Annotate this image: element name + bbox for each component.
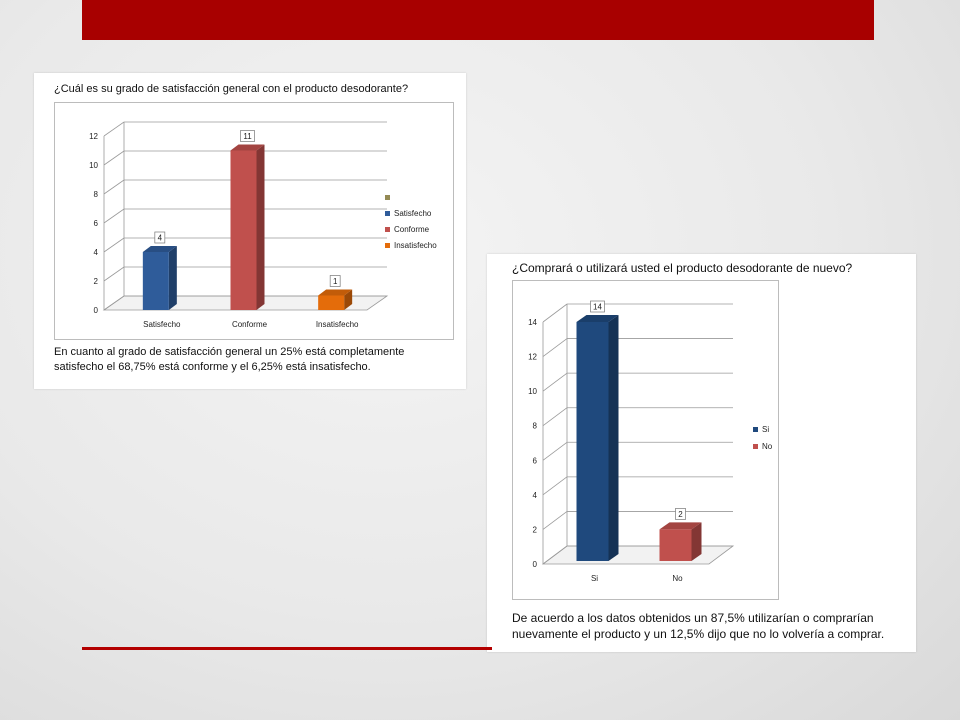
x-tick-label: Satisfecho — [143, 320, 181, 329]
bar-front — [142, 252, 169, 310]
satisfaction-chart: 0 2 4 6 8 10 12 4 Satisfecho 11 Conforme 1 Insatisfe… — [89, 121, 437, 329]
data-label-box — [240, 130, 255, 142]
x-tick-label: Si — [591, 574, 598, 583]
gridline-side — [542, 476, 568, 496]
x-tick-label: Conforme — [232, 320, 268, 329]
y-tick-label: 4 — [94, 248, 99, 257]
y-tick-label: 8 — [533, 422, 538, 431]
y-tick-label: 0 — [94, 306, 99, 315]
data-label: 1 — [333, 277, 338, 286]
data-label-box — [590, 300, 605, 313]
bar-top — [318, 289, 353, 296]
y-tick-label: 2 — [533, 525, 538, 534]
bar-front — [230, 150, 257, 310]
bar-no — [659, 522, 702, 561]
y-tick-label: 0 — [533, 560, 538, 569]
chart2-frame: 0 2 4 6 8 10 12 14 14 Si 2 No Si No — [512, 280, 779, 600]
chart1-caption: En cuanto al grado de satisfacción gener… — [54, 346, 405, 373]
footer-accent-line — [82, 647, 492, 650]
bar-front — [659, 529, 692, 561]
gridline-side — [542, 511, 568, 530]
legend-swatch — [385, 243, 390, 248]
y-tick-label: 4 — [533, 491, 538, 500]
legend-swatch — [385, 227, 390, 232]
data-label: 4 — [158, 234, 163, 243]
gridline-side — [103, 208, 125, 224]
gridline-side — [103, 237, 125, 253]
y-tick-label: 12 — [528, 353, 537, 362]
legend-label: Conforme — [394, 225, 430, 234]
legend-swatch — [753, 444, 758, 449]
legend-label: Satisfecho — [394, 209, 432, 218]
bar-front — [318, 295, 345, 310]
legend-label: Si — [762, 425, 769, 434]
gridline-side — [542, 303, 568, 323]
chart1-question: ¿Cuál es su grado de satisfacción genera… — [54, 83, 409, 95]
bar-si — [576, 315, 619, 561]
gridline-side — [103, 150, 125, 166]
legend-swatch — [385, 195, 390, 200]
chart1-frame: 0 2 4 6 8 10 12 4 Satisfecho 11 Conforme 1 Insatisfe… — [54, 102, 454, 340]
data-label: 2 — [678, 510, 683, 519]
bar-side — [608, 315, 619, 561]
bar-side — [168, 246, 177, 310]
repurchase-panel: ¿Comprará o utilizará usted el producto … — [487, 254, 916, 652]
bar-top — [659, 522, 702, 530]
y-tick-label: 8 — [94, 190, 99, 199]
gridline-side — [542, 372, 568, 392]
bar-conforme — [230, 144, 265, 310]
y-tick-label: 10 — [528, 387, 537, 396]
data-label-box — [675, 508, 686, 520]
x-tick-label: Insatisfecho — [316, 320, 359, 329]
y-tick-label: 6 — [94, 219, 99, 228]
bar-top — [230, 144, 265, 151]
satisfaction-panel: ¿Cuál es su grado de satisfacción genera… — [34, 73, 466, 389]
bar-insatisfecho — [318, 289, 353, 310]
bar-side — [691, 522, 702, 561]
chart-floor — [541, 545, 735, 565]
gridline-side — [103, 179, 125, 195]
bar-top — [576, 315, 619, 322]
y-tick-label: 10 — [89, 161, 98, 170]
y-tick-label: 6 — [533, 456, 538, 465]
chart2-caption: De acuerdo a los datos obtenidos un 87,5… — [512, 611, 885, 641]
header-bar — [82, 0, 874, 40]
y-tick-label: 14 — [528, 318, 537, 327]
y-tick-label: 12 — [89, 132, 98, 141]
data-label: 11 — [243, 132, 252, 141]
gridline-side — [542, 338, 568, 357]
data-label: 14 — [593, 303, 602, 312]
repurchase-chart: 0 2 4 6 8 10 12 14 14 Si 2 No Si No — [528, 300, 773, 583]
bar-satisfecho — [142, 246, 177, 310]
chart2-question: ¿Comprará o utilizará usted el producto … — [512, 261, 853, 275]
gridline-side — [542, 545, 568, 565]
gridline-side — [542, 407, 568, 427]
legend-swatch — [385, 211, 390, 216]
bar-front — [576, 322, 609, 561]
gridline-side — [103, 121, 125, 137]
gridline-side — [103, 295, 125, 311]
bar-side — [256, 144, 265, 310]
data-label-box — [329, 275, 341, 287]
gridline-side — [542, 441, 568, 461]
x-tick-label: No — [672, 574, 683, 583]
data-label-box — [154, 231, 166, 244]
legend-label: Insatisfecho — [394, 241, 437, 250]
gridline-side — [103, 266, 125, 282]
y-tick-label: 2 — [94, 277, 99, 286]
legend-label: No — [762, 442, 773, 451]
bar-side — [344, 289, 353, 310]
bar-top — [142, 246, 177, 252]
legend-swatch — [753, 427, 758, 432]
